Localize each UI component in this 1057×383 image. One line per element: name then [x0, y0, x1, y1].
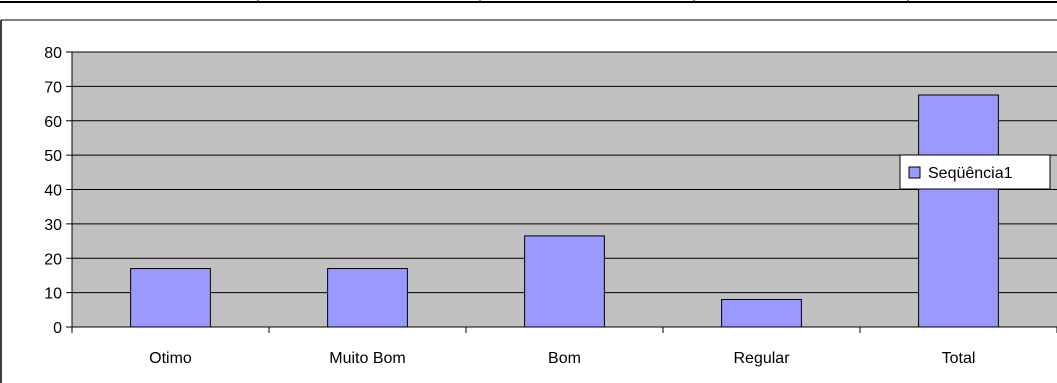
y-tick-label: 40: [44, 183, 62, 200]
y-tick-label: 0: [53, 320, 62, 337]
legend-swatch: [908, 166, 921, 179]
bar-muito-bom: [327, 268, 408, 328]
legend-box: [899, 154, 1051, 190]
y-tick-label: 70: [44, 79, 62, 96]
bar-otimo: [130, 268, 211, 328]
y-tick-label: 60: [44, 114, 62, 131]
y-tick-label: 50: [44, 148, 62, 165]
y-tick-label: 20: [44, 251, 62, 268]
y-tick-label: 30: [44, 217, 62, 234]
legend: Seqüência1: [899, 154, 1051, 190]
bar-total: [918, 94, 999, 328]
y-tick-label: 10: [44, 286, 62, 303]
x-category-label: Regular: [733, 350, 790, 367]
bar-regular: [721, 299, 802, 328]
bar-bom: [524, 235, 605, 328]
legend-label: Seqüência1: [928, 165, 1013, 182]
y-tick-label: 80: [44, 45, 62, 62]
x-category-label: Otimo: [149, 350, 192, 367]
x-category-label: Bom: [548, 350, 581, 367]
x-category-label: Muito Bom: [329, 350, 405, 367]
x-category-label: Total: [942, 350, 976, 367]
